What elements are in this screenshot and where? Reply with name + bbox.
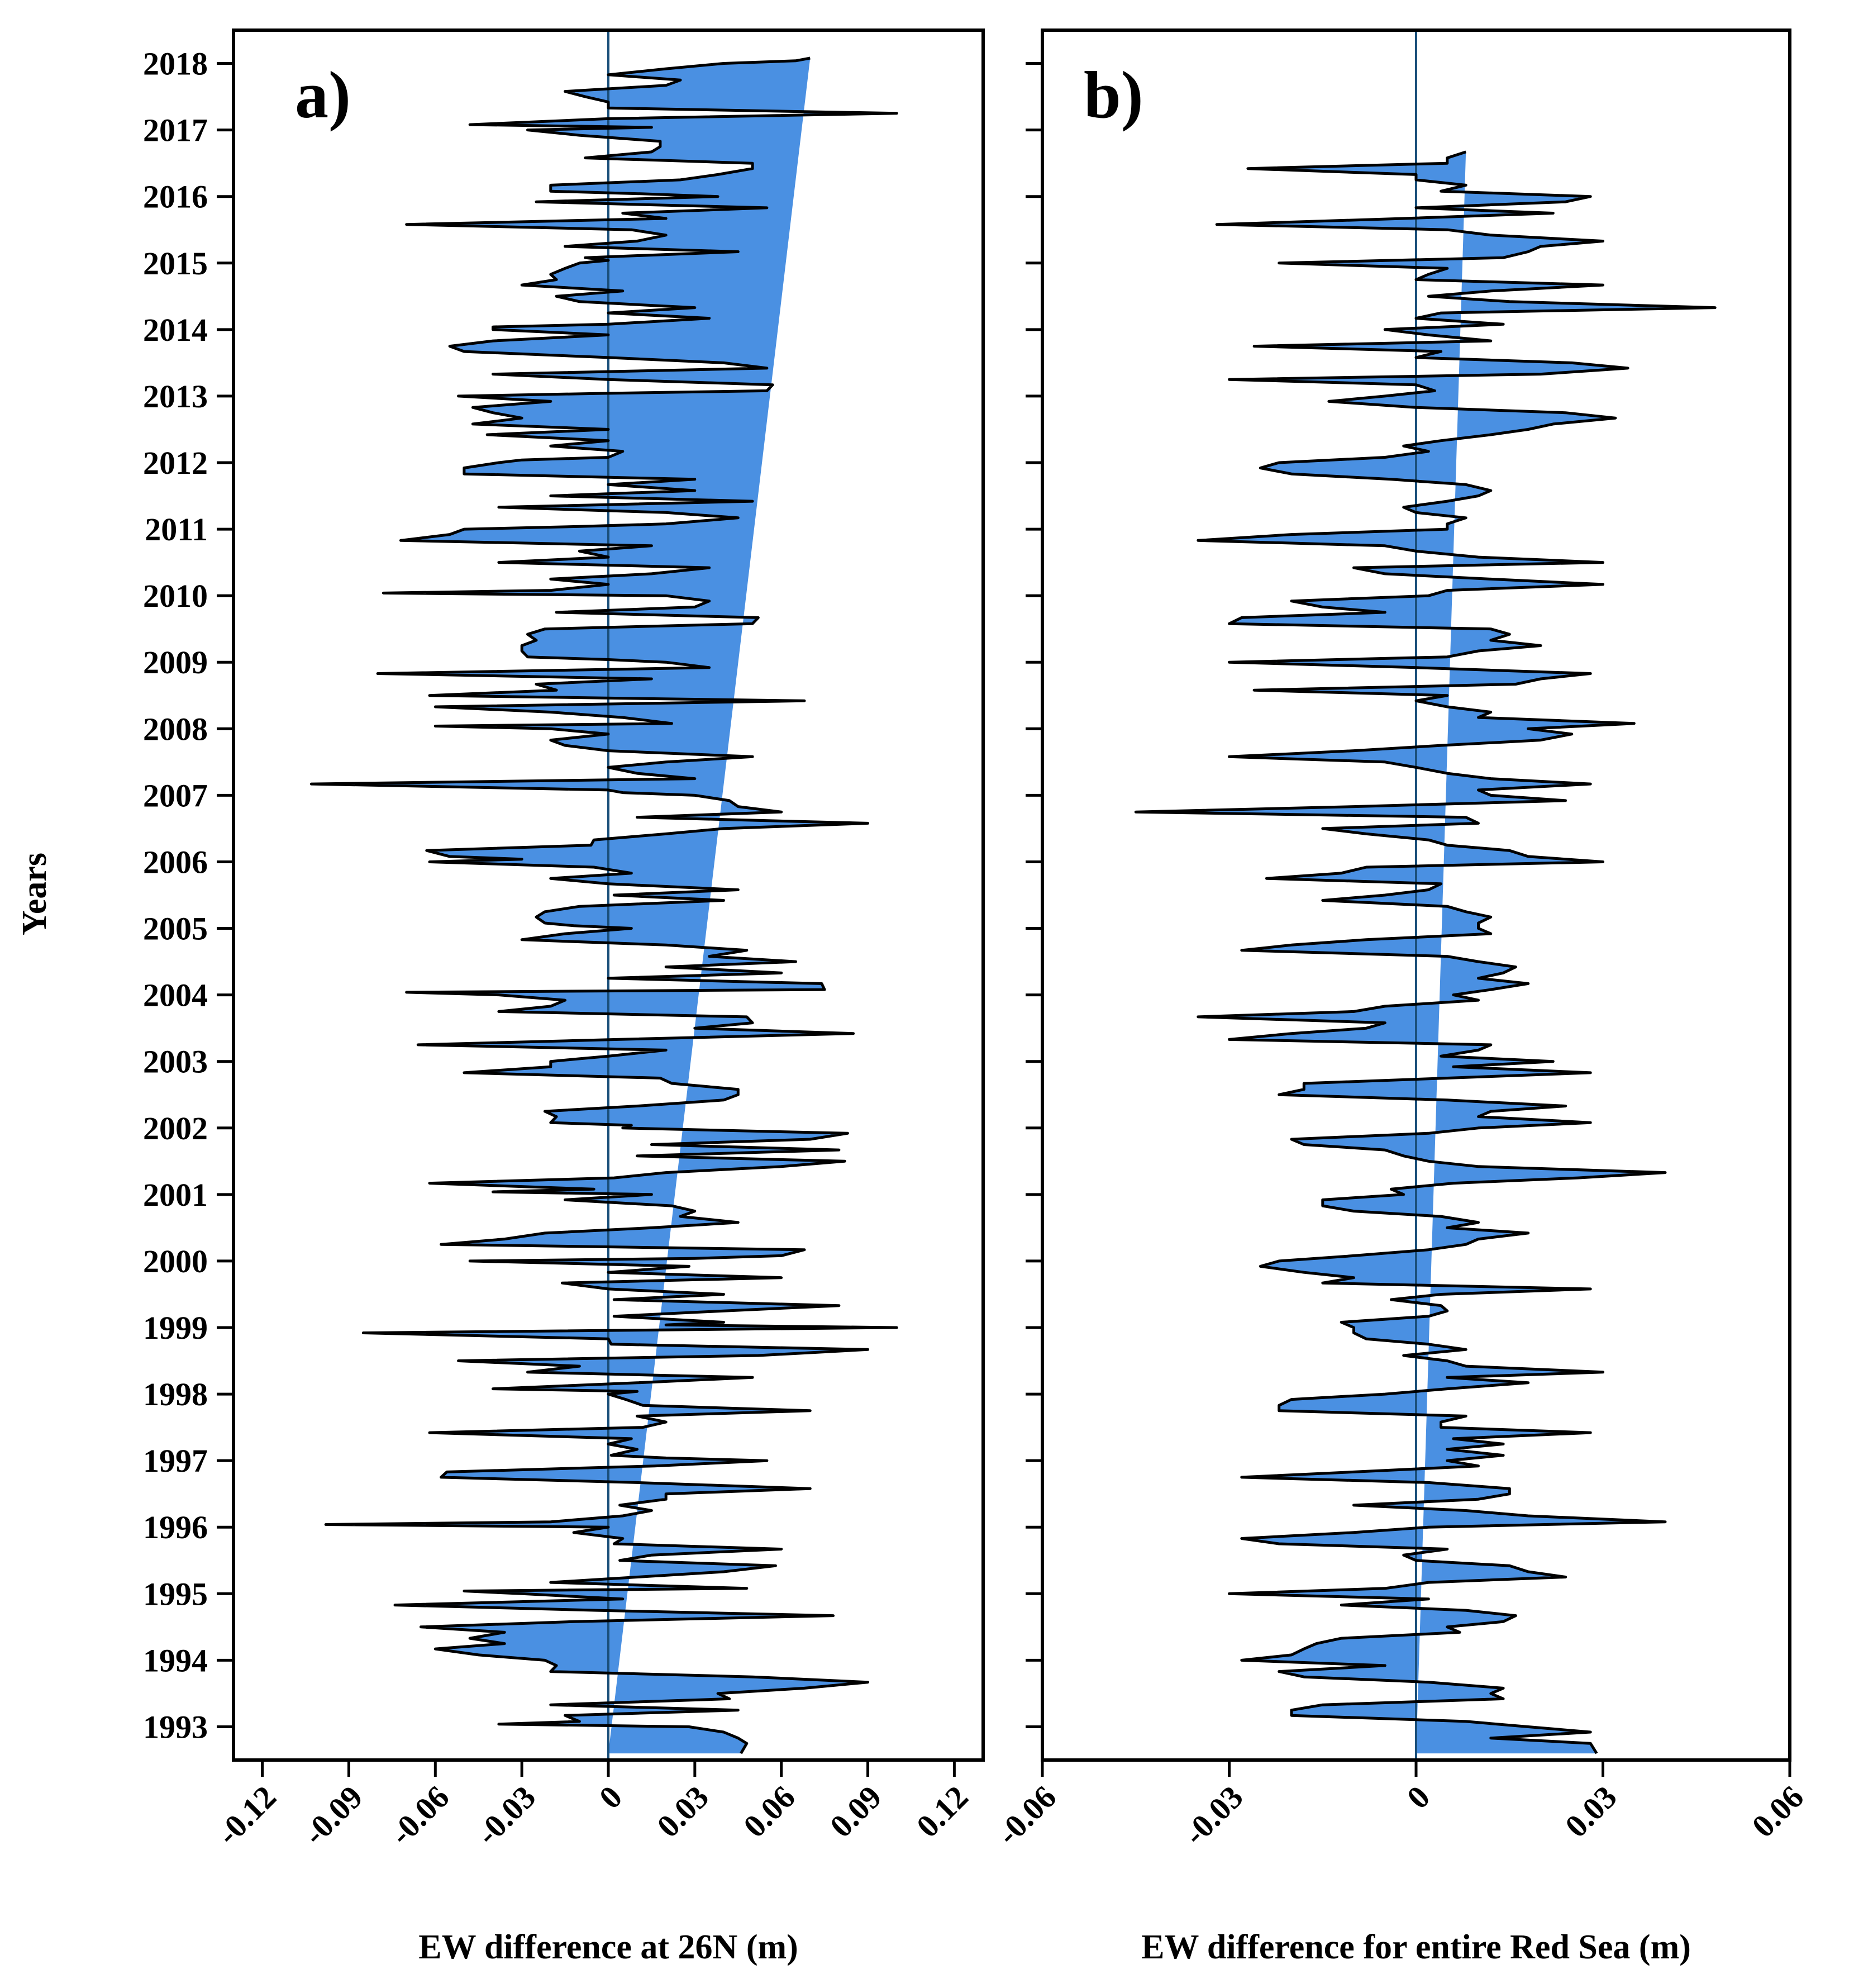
y-tick-label: 2006 [143,844,208,880]
panel-a-x-axis-title: EW difference at 26N (m) [418,1928,798,1966]
x-tick-label: -0.06 [990,1778,1063,1852]
y-tick-label: 1994 [143,1642,208,1678]
panel-b-line [1134,150,1717,1754]
x-tick-label: -0.09 [296,1778,369,1852]
y-tick-label: 1998 [143,1376,208,1412]
y-tick-label: 2004 [143,977,208,1014]
y-tick-label: 2013 [143,378,208,415]
panel-a-line [309,56,898,1754]
x-tick-label: 0.12 [909,1778,975,1844]
panel-a-x-ticks: -0.12 -0.09 -0.06 -0.03 0 0.03 0.06 0.09 0.12 [209,1760,975,1852]
y-tick-label: 2001 [143,1177,208,1213]
x-tick-label: 0 [1400,1778,1437,1815]
x-tick-label: 0 [592,1778,629,1815]
y-tick-label: 2018 [143,46,208,82]
panel-b-area-fill [1136,151,1715,1754]
panel-b-label: b) [1084,58,1143,132]
y-tick-label: 2009 [143,644,208,681]
panel-b-x-ticks: -0.06 -0.03 0 0.03 0.06 [990,1760,1810,1852]
x-tick-label: -0.06 [383,1778,456,1852]
y-tick-label: 2000 [143,1243,208,1280]
y-tick-label: 2008 [143,711,208,747]
x-tick-label: 0.03 [1558,1778,1624,1844]
x-tick-label: -0.03 [469,1778,542,1852]
y-tick-label: 2017 [143,112,208,149]
y-tick-label: 2010 [143,578,208,614]
x-tick-label: 0.09 [823,1778,889,1844]
y-tick-label: 1997 [143,1443,208,1479]
y-tick-label: 2005 [143,911,208,947]
x-tick-label: 0.03 [650,1778,716,1844]
panel-b-series-line [1134,150,1717,1754]
panel-a-y-ticks: 1993 1994 1995 1996 1997 1998 1999 2000 2001 2002… [143,46,233,1745]
y-tick-label: 1995 [143,1576,208,1612]
y-tick-label: 1996 [143,1509,208,1545]
y-tick-label: 2002 [143,1110,208,1147]
y-tick-label: 2016 [143,179,208,215]
y-tick-label: 2014 [143,312,208,348]
y-tick-label: 1993 [143,1709,208,1745]
panel-b-area [1136,151,1715,1754]
y-tick-label: 2015 [143,245,208,282]
panel-b-x-axis-title: EW difference for entire Red Sea (m) [1141,1928,1691,1966]
x-tick-label: -0.03 [1176,1778,1250,1852]
y-tick-label: 2011 [145,511,208,548]
y-tick-label: 2007 [143,777,208,814]
panel-a-chart: 1993 1994 1995 1996 1997 1998 1999 2000 2001 2002… [143,28,985,1966]
y-tick-label: 1999 [143,1310,208,1346]
panel-a-label: a) [295,58,351,132]
x-tick-label: -0.12 [209,1778,283,1852]
panel-b-y-ticks [1026,62,1042,1728]
x-tick-label: 0.06 [736,1778,802,1844]
y-tick-label: 2012 [143,445,208,481]
y-axis-title: Years [16,853,54,935]
panel-a-series-line [309,56,898,1754]
x-tick-label: 0.06 [1745,1778,1810,1844]
y-tick-label: 2003 [143,1044,208,1080]
panel-b-chart: -0.06 -0.03 0 0.03 0.06 b) EW difference for… [990,28,1810,1966]
